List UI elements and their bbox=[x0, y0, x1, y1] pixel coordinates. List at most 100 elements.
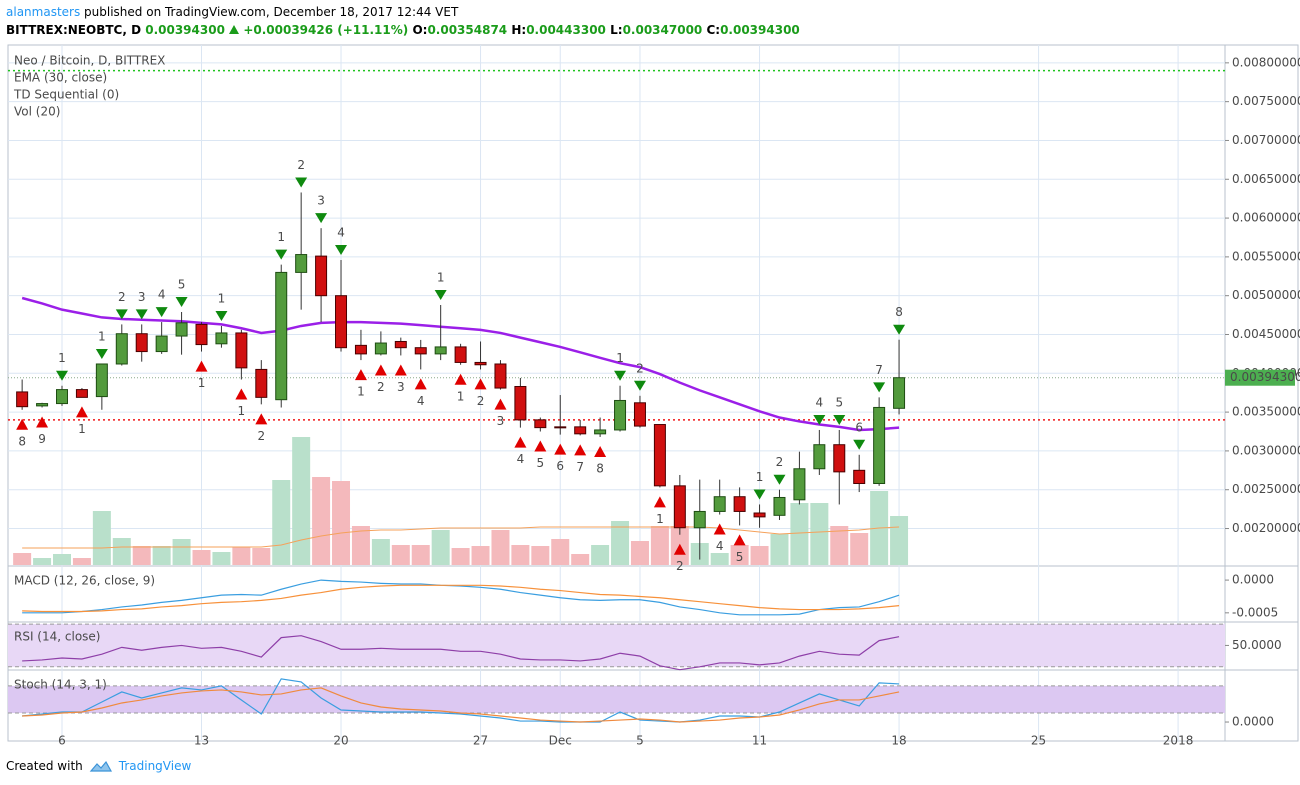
td-buy-label: 1 bbox=[357, 385, 365, 399]
td-sell-label: 5 bbox=[835, 395, 843, 409]
brand[interactable]: TradingView bbox=[118, 759, 192, 773]
td-buy-label: 1 bbox=[198, 376, 206, 390]
y-tick-label: 0.00450000 bbox=[1232, 327, 1300, 341]
td-buy-marker bbox=[195, 360, 208, 372]
volume-bar bbox=[13, 553, 32, 565]
volume-ma bbox=[22, 526, 900, 549]
td-sell-label: 1 bbox=[437, 271, 445, 285]
volume-bar bbox=[371, 539, 390, 565]
candle-body bbox=[115, 333, 128, 365]
td-buy-label: 8 bbox=[18, 434, 26, 448]
td-buy-label: 7 bbox=[576, 460, 584, 474]
td-sell-label: 2 bbox=[636, 361, 644, 375]
ohlc-value: 0.00443300 bbox=[526, 23, 606, 37]
volume-bar bbox=[630, 541, 649, 565]
td-buy-label: 1 bbox=[238, 404, 246, 418]
pane-title: RSI (14, close) bbox=[14, 630, 100, 644]
volume-bar bbox=[790, 503, 809, 565]
td-sell-marker bbox=[893, 324, 906, 335]
td-sell-label: 6 bbox=[855, 420, 863, 434]
td-buy-label: 4 bbox=[716, 539, 724, 553]
candle-body bbox=[195, 323, 208, 346]
candle-body bbox=[474, 361, 487, 366]
td-sell-marker bbox=[155, 307, 168, 318]
candle-body bbox=[374, 342, 387, 355]
candle-body bbox=[773, 496, 786, 516]
y-tick-label: 0.00600000 bbox=[1232, 211, 1300, 225]
td-sell-marker bbox=[873, 382, 886, 393]
volume-bar bbox=[332, 481, 351, 565]
td-sell-marker bbox=[773, 474, 786, 485]
candle-body bbox=[554, 426, 567, 429]
td-sell-marker bbox=[753, 489, 766, 500]
td-buy-label: 1 bbox=[78, 422, 86, 436]
td-buy-marker bbox=[673, 543, 686, 555]
td-sell-label: 1 bbox=[756, 470, 764, 484]
legend-entry: EMA (30, close) bbox=[14, 71, 107, 85]
td-sell-label: 3 bbox=[317, 194, 325, 208]
last-price-tag bbox=[1225, 369, 1295, 386]
candle-body bbox=[235, 332, 248, 369]
price-axis bbox=[1224, 44, 1299, 742]
volume-bar bbox=[312, 477, 331, 565]
volume-bar bbox=[172, 539, 191, 565]
volume-bar bbox=[53, 554, 71, 565]
up-arrow bbox=[229, 25, 240, 34]
td-buy-marker bbox=[653, 496, 666, 508]
candle-body bbox=[594, 429, 607, 435]
candle-body bbox=[75, 389, 88, 398]
candle-body bbox=[633, 402, 646, 427]
td-buy-marker bbox=[75, 406, 88, 418]
y-tick-label: 0.0000 bbox=[1232, 573, 1274, 587]
x-tick-label: 18 bbox=[891, 734, 906, 748]
td-buy-marker bbox=[36, 416, 49, 428]
author[interactable]: alanmasters bbox=[6, 5, 81, 19]
candle-body bbox=[653, 424, 666, 487]
y-tick-label: 50.0000 bbox=[1232, 638, 1282, 652]
td-buy-marker bbox=[255, 413, 268, 425]
td-buy-marker bbox=[554, 443, 567, 455]
td-buy-label: 8 bbox=[596, 461, 604, 475]
candle-body bbox=[514, 385, 527, 421]
td-sell-label: 1 bbox=[218, 291, 226, 305]
td-sell-marker bbox=[434, 290, 447, 300]
td-sell-label: 1 bbox=[98, 329, 106, 343]
candle-body bbox=[36, 403, 49, 407]
candle-body bbox=[175, 322, 188, 337]
published: published on TradingView.com, December 1… bbox=[84, 5, 459, 19]
quote-line: BITTREX:NEOBTC, D 0.00394300 +0.00039426… bbox=[6, 21, 800, 39]
volume-bar bbox=[351, 526, 370, 565]
td-buy-marker bbox=[494, 398, 507, 410]
td-sell-marker bbox=[833, 414, 846, 425]
td-buy-label: 6 bbox=[556, 459, 564, 473]
candle-body bbox=[534, 419, 547, 429]
volume-bar bbox=[192, 550, 211, 565]
band bbox=[8, 624, 1225, 667]
td-sell-label: 5 bbox=[178, 277, 186, 291]
x-tick-label: Dec bbox=[549, 734, 572, 748]
candle-body bbox=[315, 255, 328, 297]
td-buy-marker bbox=[474, 378, 487, 390]
x-tick-label: 11 bbox=[752, 734, 767, 748]
candle-body bbox=[16, 391, 29, 408]
created-with: Created with bbox=[6, 759, 83, 773]
candle-body bbox=[673, 485, 686, 529]
ohlc-label: L: bbox=[610, 23, 623, 37]
td-sell-label: 1 bbox=[58, 351, 66, 365]
last-price-label: 0.00394300 bbox=[1230, 370, 1300, 384]
volume-bar bbox=[411, 545, 430, 565]
candle-body bbox=[295, 254, 308, 273]
candle-body bbox=[354, 344, 367, 355]
pane-title: Stoch (14, 3, 1) bbox=[14, 678, 107, 692]
volume-bar bbox=[132, 546, 151, 565]
td-sell-marker bbox=[853, 439, 866, 450]
td-buy-label: 4 bbox=[417, 394, 425, 408]
logo bbox=[89, 760, 112, 772]
indicator-line bbox=[22, 687, 900, 723]
candle-body bbox=[574, 426, 587, 435]
td-sell-marker bbox=[95, 348, 108, 359]
td-sell-marker bbox=[56, 370, 68, 381]
legend-entry: TD Sequential (0) bbox=[13, 88, 119, 102]
candle-body bbox=[155, 335, 168, 353]
candle-body bbox=[693, 510, 706, 529]
